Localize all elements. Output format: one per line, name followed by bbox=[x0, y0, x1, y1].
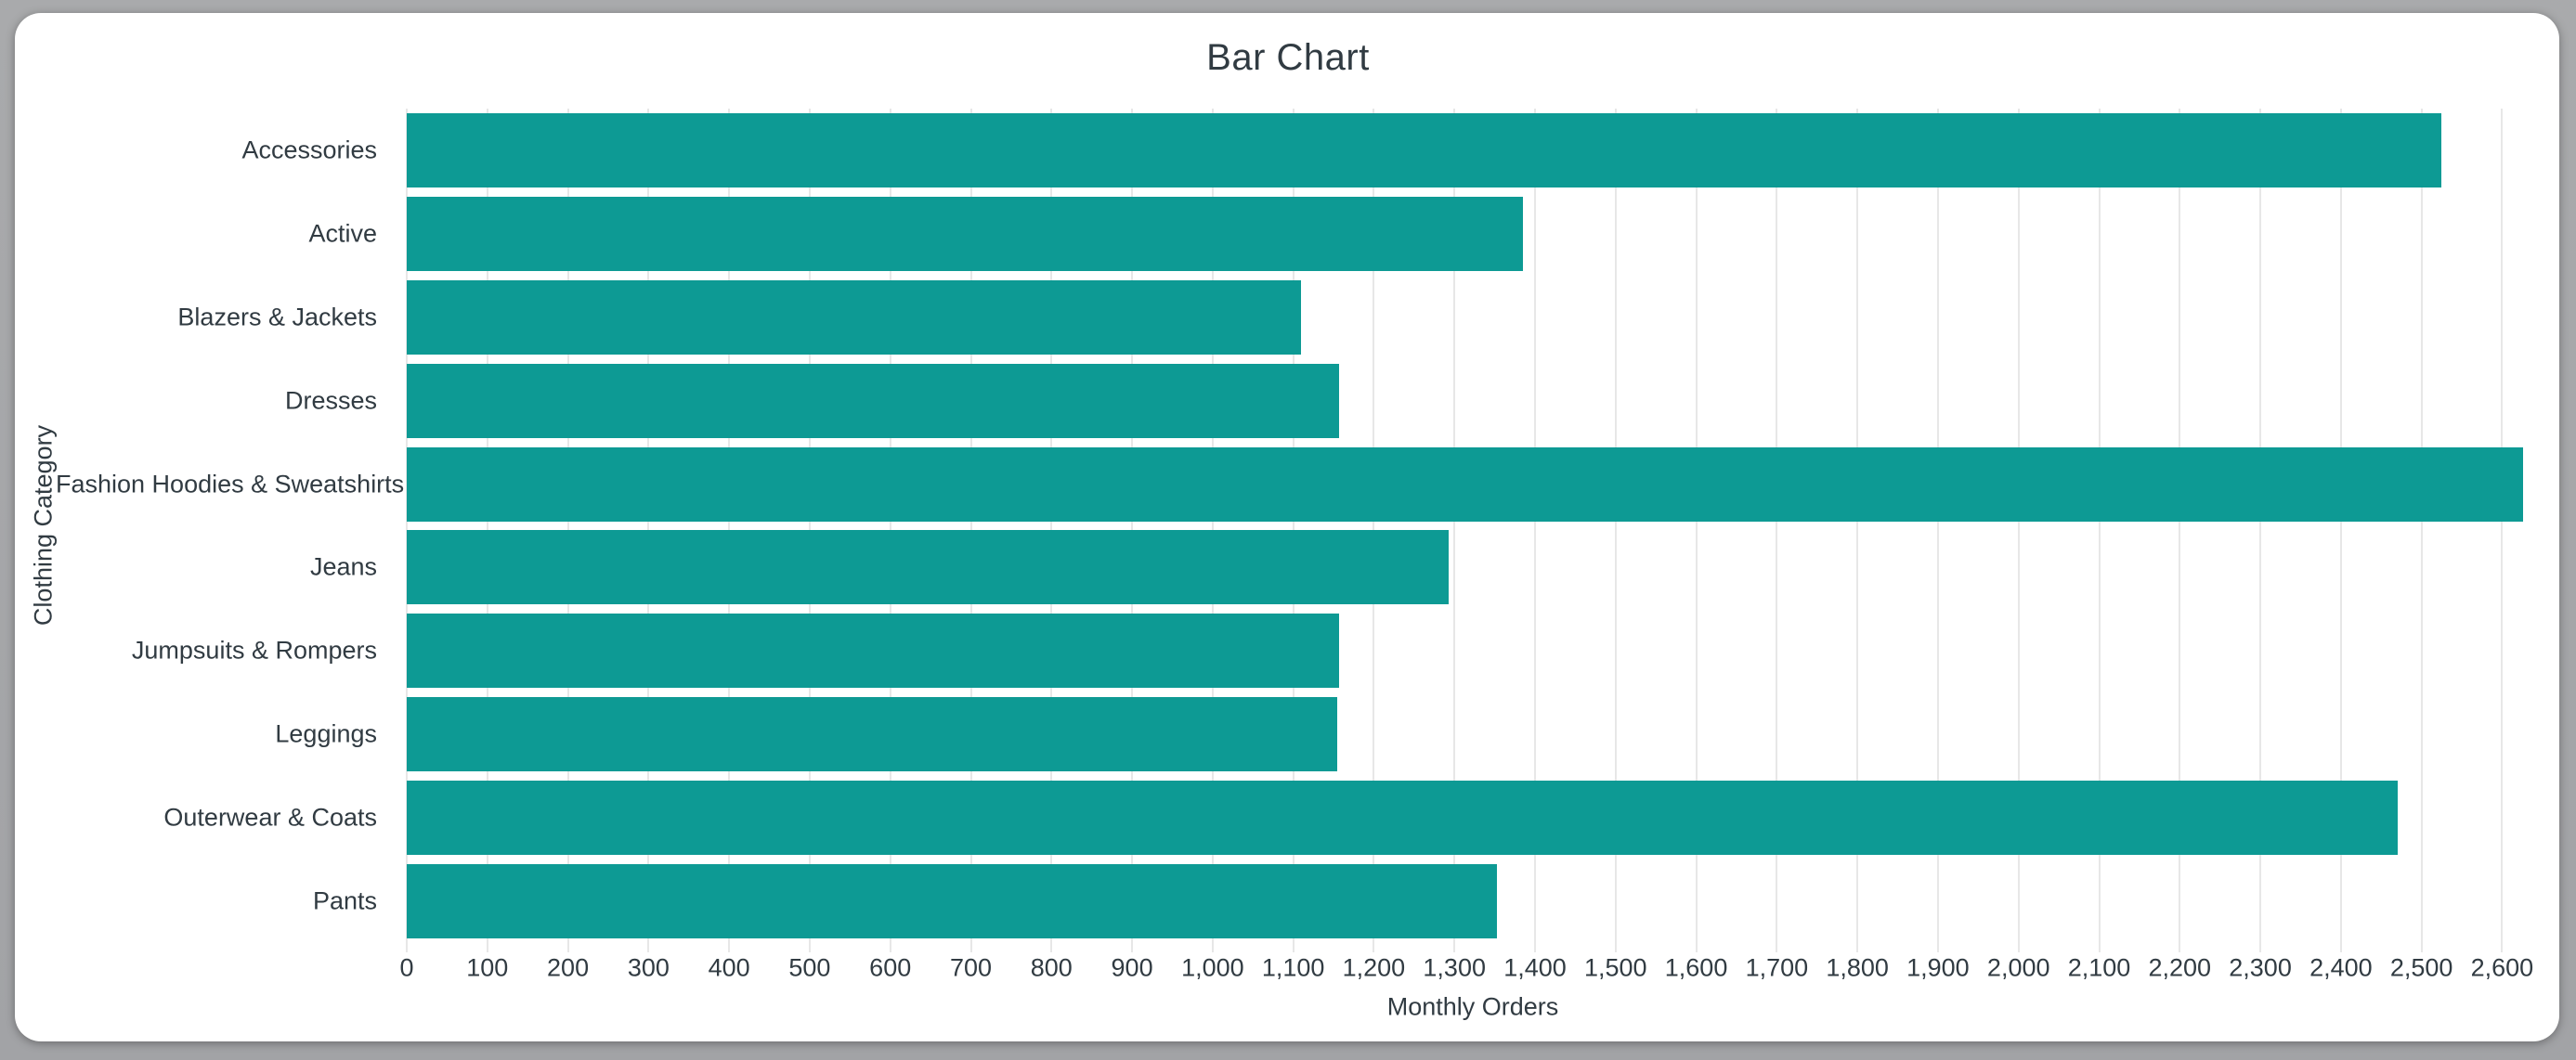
bar-pants[interactable] bbox=[407, 864, 1498, 939]
gridline-x-1300 bbox=[1453, 109, 1456, 952]
x-tick-label-1300: 1,300 bbox=[1423, 953, 1486, 982]
x-tick-label-600: 600 bbox=[869, 953, 912, 982]
gridline-x-1600 bbox=[1695, 109, 1698, 952]
gridline-x-2500 bbox=[2420, 109, 2423, 952]
x-tick-label-200: 200 bbox=[547, 953, 590, 982]
gridline-x-2600 bbox=[2501, 109, 2504, 952]
x-tick-label-1100: 1,100 bbox=[1261, 953, 1325, 982]
category-label-jeans: Jeans bbox=[309, 552, 377, 581]
x-tick-label-2200: 2,200 bbox=[2148, 953, 2212, 982]
category-label-dresses: Dresses bbox=[284, 386, 377, 415]
x-tick-label-900: 900 bbox=[1111, 953, 1153, 982]
x-tick-label-2600: 2,600 bbox=[2470, 953, 2534, 982]
x-tick-label-2400: 2,400 bbox=[2309, 953, 2373, 982]
x-tick-label-1700: 1,700 bbox=[1745, 953, 1809, 982]
category-label-blazers-jackets: Blazers & Jackets bbox=[177, 303, 377, 331]
x-tick-label-1400: 1,400 bbox=[1503, 953, 1567, 982]
y-axis-title: Clothing Category bbox=[29, 424, 58, 627]
x-tick-label-1800: 1,800 bbox=[1826, 953, 1889, 982]
x-tick-label-2000: 2,000 bbox=[1986, 953, 2050, 982]
bar-dresses[interactable] bbox=[407, 363, 1340, 438]
x-tick-label-800: 800 bbox=[1030, 953, 1073, 982]
category-label-active: Active bbox=[308, 219, 377, 248]
x-tick-label-1500: 1,500 bbox=[1583, 953, 1647, 982]
category-label-accessories: Accessories bbox=[241, 136, 377, 164]
gridline-x-2100 bbox=[2098, 109, 2101, 952]
category-label-fashion-hoodies-sweatshirts: Fashion Hoodies & Sweatshirts bbox=[56, 470, 405, 498]
x-tick-label-500: 500 bbox=[788, 953, 831, 982]
x-tick-label-1600: 1,600 bbox=[1664, 953, 1728, 982]
bar-accessories[interactable] bbox=[407, 112, 2442, 187]
x-tick-label-2300: 2,300 bbox=[2229, 953, 2292, 982]
category-label-jumpsuits-rompers: Jumpsuits & Rompers bbox=[131, 636, 377, 665]
x-tick-label-100: 100 bbox=[466, 953, 509, 982]
gridline-x-2400 bbox=[2339, 109, 2342, 952]
bar-jumpsuits-rompers[interactable] bbox=[407, 614, 1340, 689]
x-tick-label-2100: 2,100 bbox=[2067, 953, 2131, 982]
x-tick-label-1900: 1,900 bbox=[1906, 953, 1970, 982]
x-axis-title: Monthly Orders bbox=[1386, 992, 1559, 1021]
gridline-x-1400 bbox=[1534, 109, 1536, 952]
bar-active[interactable] bbox=[407, 196, 1523, 271]
bar-blazers-jackets[interactable] bbox=[407, 279, 1302, 355]
gridline-x-2300 bbox=[2259, 109, 2262, 952]
plot-area bbox=[406, 109, 2523, 952]
x-tick-label-1200: 1,200 bbox=[1342, 953, 1406, 982]
x-tick-label-2500: 2,500 bbox=[2389, 953, 2453, 982]
bar-jeans[interactable] bbox=[407, 530, 1450, 605]
gridline-x-1800 bbox=[1856, 109, 1859, 952]
x-tick-label-400: 400 bbox=[708, 953, 750, 982]
category-label-outerwear-coats: Outerwear & Coats bbox=[163, 803, 377, 832]
x-tick-label-0: 0 bbox=[399, 953, 414, 982]
category-label-leggings: Leggings bbox=[275, 719, 377, 748]
gridline-x-1900 bbox=[1936, 109, 1939, 952]
bar-leggings[interactable] bbox=[407, 697, 1338, 772]
category-label-pants: Pants bbox=[312, 886, 377, 915]
gridline-x-1500 bbox=[1614, 109, 1617, 952]
bar-outerwear-coats[interactable] bbox=[407, 781, 2398, 856]
x-tick-label-700: 700 bbox=[949, 953, 993, 982]
x-tick-label-300: 300 bbox=[627, 953, 670, 982]
gridline-x-2000 bbox=[2017, 109, 2020, 952]
x-tick-label-1000: 1,000 bbox=[1181, 953, 1244, 982]
bar-fashion-hoodies-sweatshirts[interactable] bbox=[407, 446, 2523, 522]
chart-title: Bar Chart bbox=[1206, 37, 1370, 78]
gridline-x-2200 bbox=[2179, 109, 2181, 952]
gridline-x-1700 bbox=[1776, 109, 1778, 952]
